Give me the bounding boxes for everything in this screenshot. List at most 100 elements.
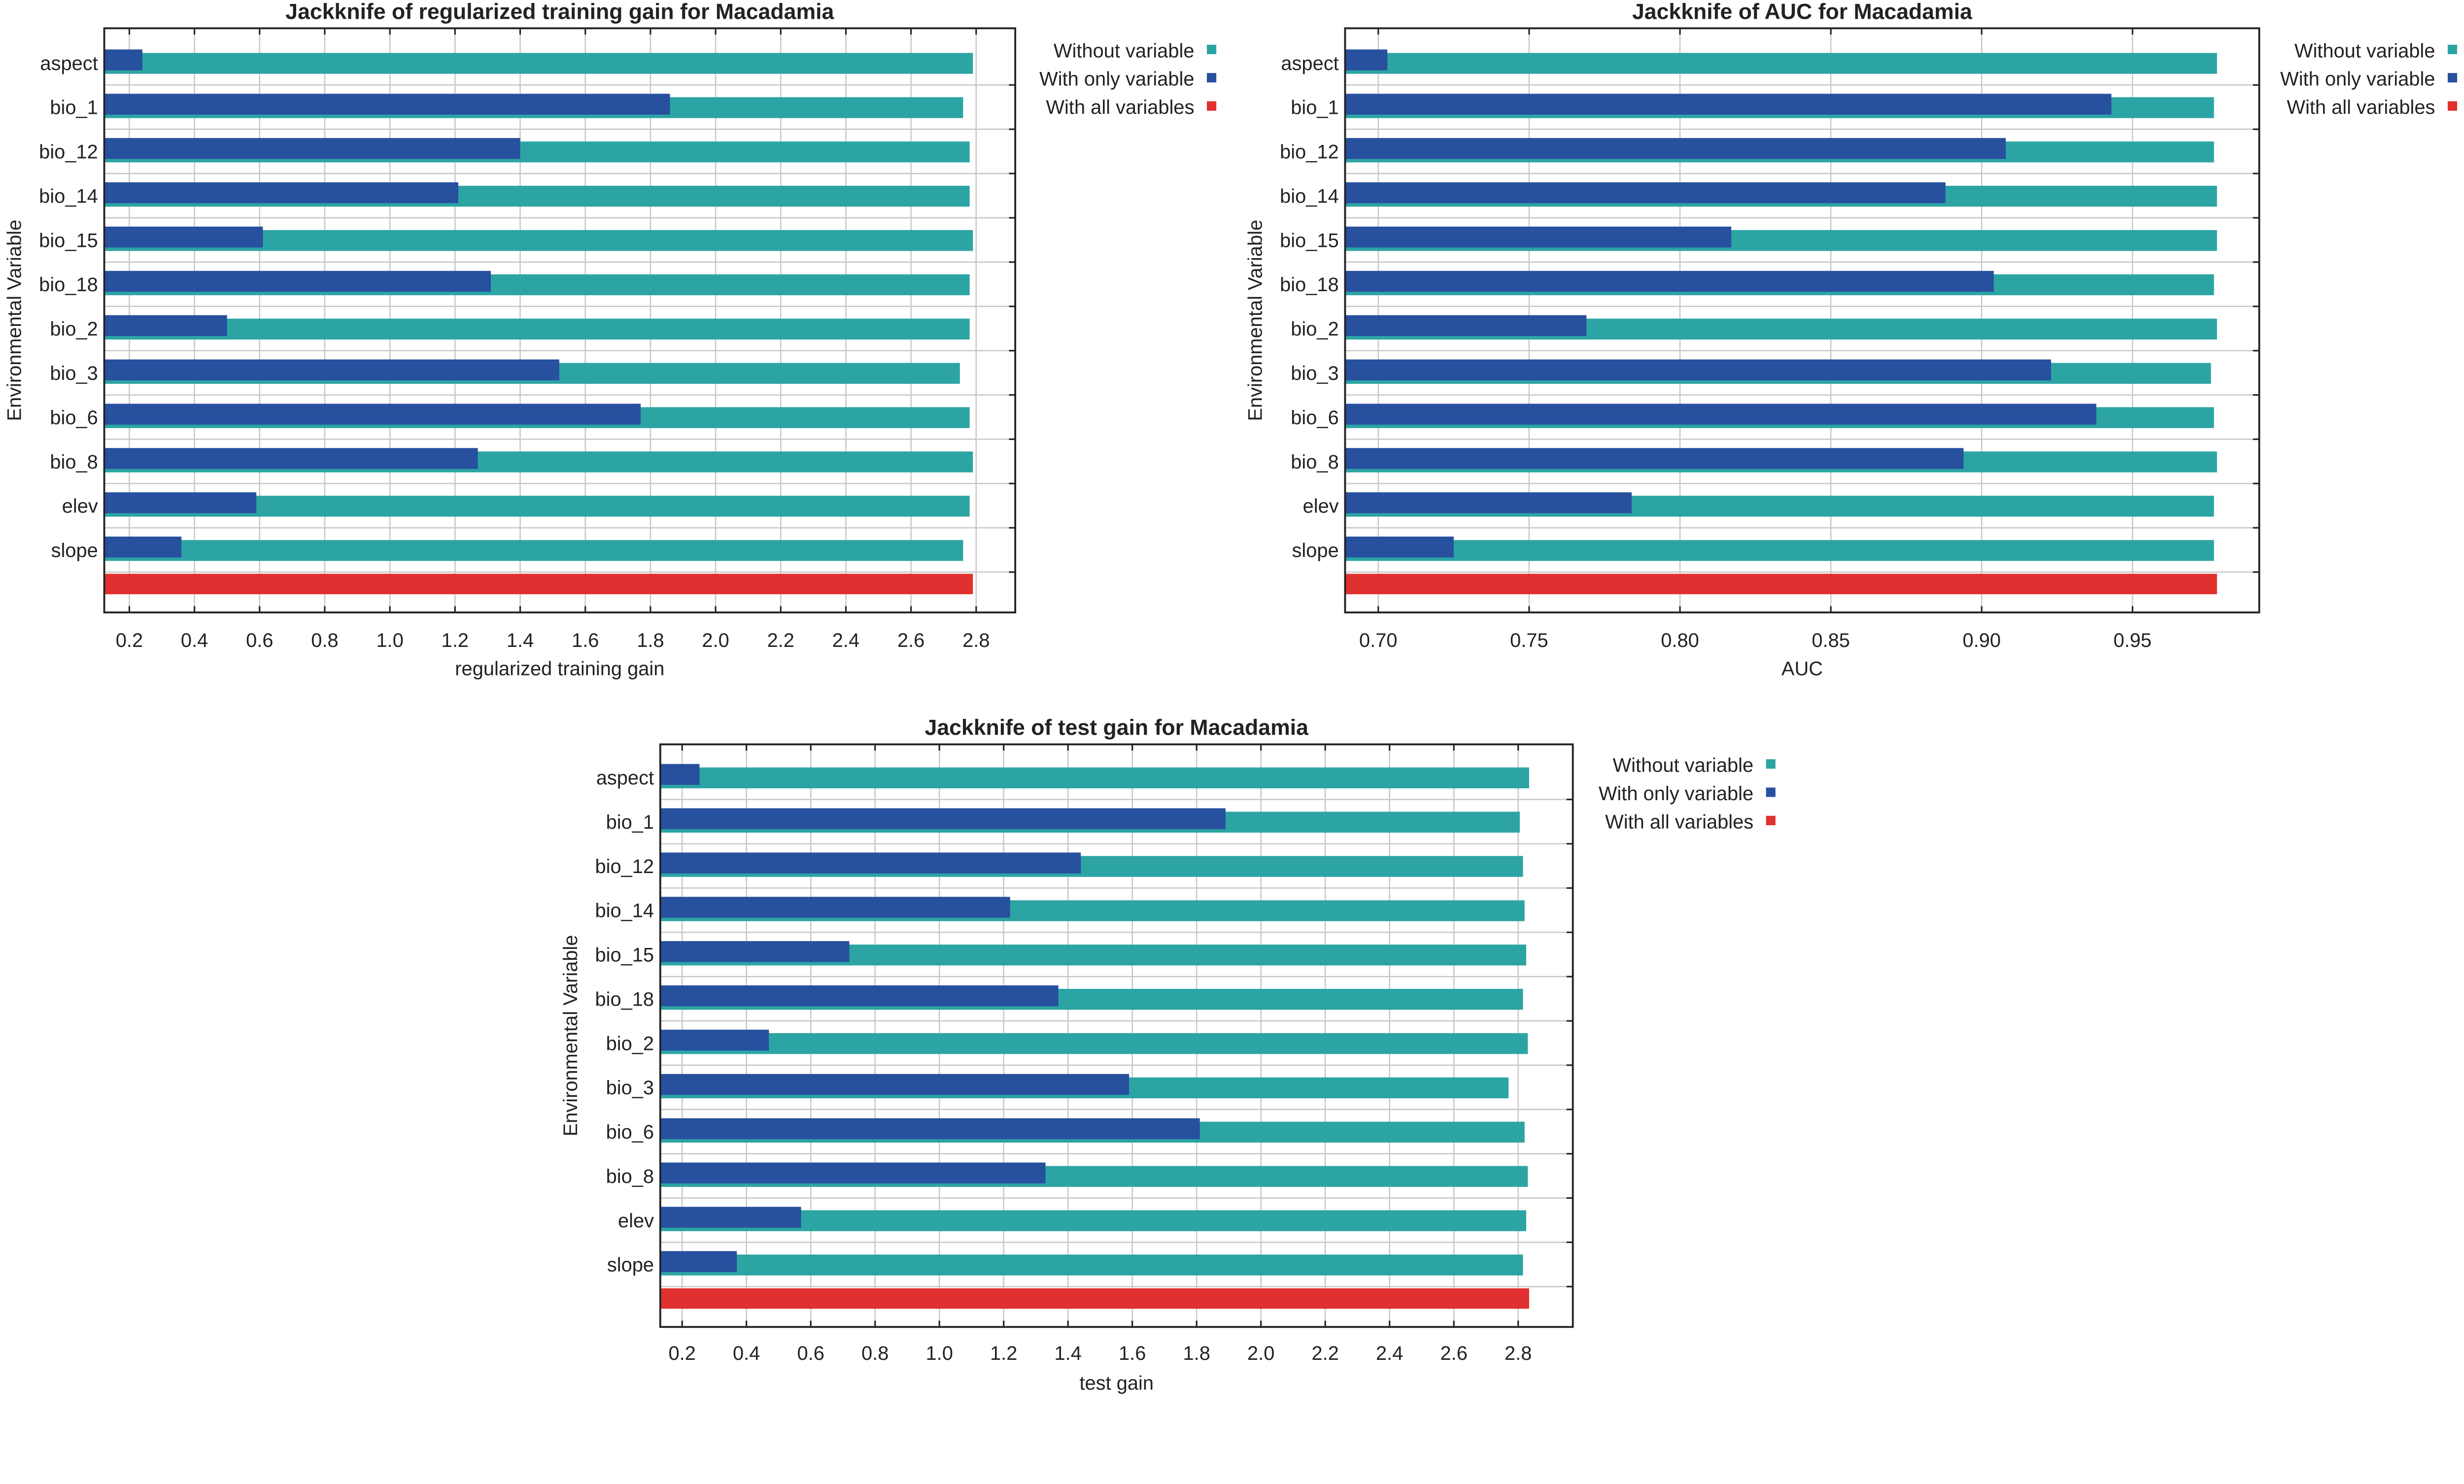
x-tick-label: 1.2	[442, 630, 469, 651]
x-tick-label: 2.2	[767, 630, 794, 651]
x-tick-label: 2.2	[1312, 1343, 1339, 1364]
chart-1: Jackknife of regularized training gain f…	[4, 0, 1217, 680]
bar-with-all-variables	[104, 573, 973, 595]
bar-without-variable	[660, 1254, 1523, 1276]
plot-frame	[659, 743, 1574, 1328]
bar-with-only-variable	[1345, 315, 1587, 337]
category-label: bio_8	[1291, 451, 1338, 473]
bar-with-only-variable	[1345, 94, 2112, 115]
legend-label: With all variables	[1605, 811, 1753, 833]
bar-with-only-variable	[660, 1074, 1129, 1095]
x-tick-label: 0.8	[861, 1343, 889, 1364]
bar-with-only-variable	[1345, 404, 2096, 425]
legend-label: With only variable	[1599, 783, 1753, 805]
bar-with-only-variable	[104, 182, 458, 203]
plot-frame	[103, 27, 1017, 613]
bar-with-only-variable	[660, 941, 850, 962]
category-label: aspect	[596, 767, 654, 789]
category-label: aspect	[1281, 53, 1338, 74]
legend-swatch	[1766, 759, 1776, 769]
legend-label: Without variable	[1613, 755, 1754, 776]
bar-with-only-variable	[1345, 448, 1964, 469]
x-tick-label: 1.0	[376, 630, 403, 651]
category-label: bio_12	[39, 141, 98, 163]
bar-with-only-variable	[1345, 359, 2052, 380]
category-label: slope	[1292, 540, 1339, 562]
bar-without-variable	[1345, 540, 2214, 561]
category-label: bio_15	[1280, 230, 1339, 251]
category-label: bio_1	[1291, 97, 1338, 119]
x-tick-label: 2.6	[1440, 1343, 1468, 1364]
x-tick-label: 0.6	[246, 630, 273, 651]
bar-without-variable	[660, 1210, 1527, 1231]
category-label: bio_18	[39, 274, 98, 296]
x-tick-label: 1.0	[926, 1343, 953, 1364]
category-label: bio_2	[50, 318, 98, 340]
legend-label: With all variables	[2287, 97, 2435, 118]
bar-with-only-variable	[104, 492, 257, 513]
legend-label: With all variables	[1046, 97, 1194, 118]
legend-label: Without variable	[1054, 40, 1195, 62]
legend: Without variable With only variable With a…	[2280, 40, 2458, 118]
bar-with-only-variable	[660, 897, 1010, 918]
bar-with-only-variable	[104, 226, 263, 248]
legend-label: Without variable	[2294, 40, 2435, 62]
bar-with-all-variables	[660, 1288, 1529, 1309]
legend-swatch	[2447, 73, 2458, 83]
bar-with-only-variable	[660, 1162, 1046, 1183]
bar-with-only-variable	[1345, 138, 2006, 159]
x-tick-label: 1.8	[637, 630, 664, 651]
bar-with-only-variable	[104, 359, 559, 380]
x-tick-label: 2.8	[1505, 1343, 1532, 1364]
jackknife-figure: Jackknife of regularized training gain f…	[4, 0, 2458, 1394]
x-tick-label: 0.6	[797, 1343, 824, 1364]
bar-with-only-variable	[104, 404, 641, 425]
x-tick-label: 0.4	[733, 1343, 760, 1364]
x-tick-label: 2.6	[897, 630, 924, 651]
category-label: bio_12	[595, 856, 654, 877]
bar-with-only-variable	[660, 808, 1226, 829]
category-label: elev	[1303, 496, 1339, 517]
plot-frame	[1344, 27, 2260, 613]
bar-without-variable	[104, 540, 963, 561]
x-tick-label: 1.4	[1055, 1343, 1082, 1364]
bar-without-variable	[660, 1033, 1528, 1054]
y-axis-label: Environmental Variable	[1245, 220, 1266, 421]
bar-without-variable	[104, 318, 970, 340]
x-tick-label: 2.0	[702, 630, 729, 651]
y-axis-label: Environmental Variable	[560, 935, 582, 1137]
x-tick-label: 1.6	[1119, 1343, 1146, 1364]
category-label: bio_2	[1291, 318, 1338, 340]
bar-with-only-variable	[660, 1118, 1200, 1140]
bar-with-only-variable	[104, 94, 670, 115]
legend-swatch	[1207, 44, 1217, 54]
category-label: bio_2	[606, 1033, 654, 1054]
x-axis-label: AUC	[1781, 658, 1823, 680]
bar-with-only-variable	[1345, 492, 1632, 513]
category-label: bio_15	[595, 944, 654, 966]
x-tick-label: 1.8	[1183, 1343, 1210, 1364]
legend: Without variable With only variable With a…	[1599, 755, 1776, 833]
bar-with-only-variable	[104, 270, 491, 292]
x-tick-label: 0.85	[1812, 630, 1850, 651]
legend-label: With only variable	[2280, 68, 2435, 90]
bar-with-only-variable	[1345, 49, 1388, 70]
bar-without-variable	[1345, 53, 2217, 74]
x-tick-label: 2.0	[1247, 1343, 1274, 1364]
x-tick-label: 2.4	[832, 630, 859, 651]
x-tick-label: 0.70	[1359, 630, 1398, 651]
category-label: slope	[607, 1254, 654, 1276]
category-label: bio_15	[39, 230, 98, 251]
legend-label: With only variable	[1039, 68, 1194, 90]
category-label: bio_1	[606, 811, 654, 833]
category-label: bio_18	[595, 988, 654, 1010]
category-label: bio_8	[606, 1166, 654, 1187]
x-tick-label: 0.95	[2114, 630, 2152, 651]
category-label: aspect	[40, 53, 98, 74]
x-tick-label: 1.4	[507, 630, 534, 651]
legend-swatch	[1766, 787, 1776, 797]
x-tick-label: 0.2	[116, 630, 143, 651]
bar-with-all-variables	[1345, 573, 2217, 595]
bar-with-only-variable	[1345, 226, 1732, 248]
category-label: bio_6	[1291, 407, 1338, 429]
